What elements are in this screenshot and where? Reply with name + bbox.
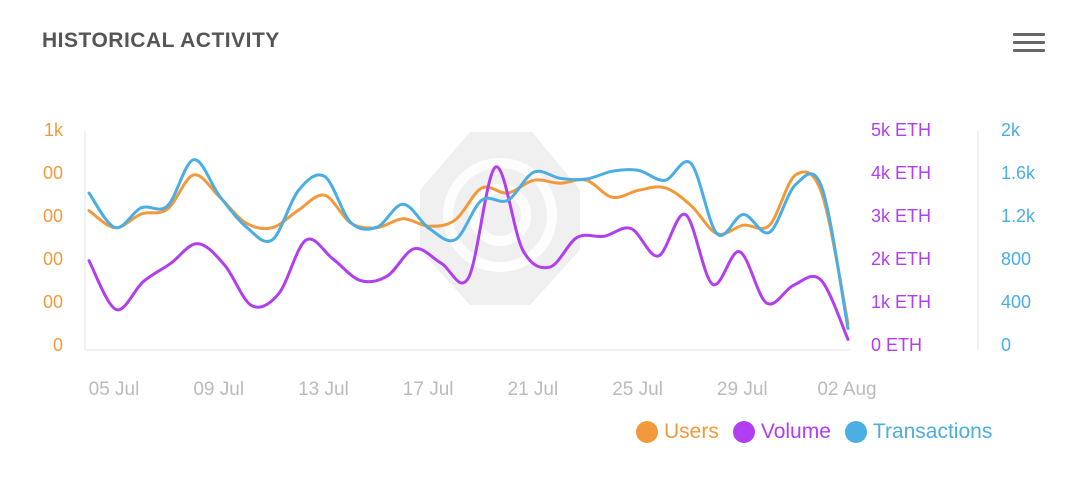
hamburger-menu-icon[interactable] bbox=[1013, 31, 1045, 55]
menu-bar bbox=[1013, 49, 1045, 52]
x-tick-label: 02 Aug bbox=[817, 379, 876, 400]
y-tick-label-transactions: 1.6k bbox=[1001, 163, 1036, 183]
x-tick-label: 29 Jul bbox=[717, 379, 768, 400]
y-tick-label-users: 00 bbox=[43, 249, 63, 269]
legend-dot-users bbox=[636, 421, 658, 443]
y-tick-label-volume: 2k ETH bbox=[871, 249, 931, 269]
legend-label-users: Users bbox=[664, 420, 719, 443]
series-line-transactions[interactable] bbox=[87, 158, 850, 331]
y-tick-label-users: 0 bbox=[53, 335, 63, 355]
legend-item-users[interactable]: Users bbox=[636, 420, 719, 444]
y-tick-label-volume: 3k ETH bbox=[871, 206, 931, 226]
x-tick-label: 05 Jul bbox=[89, 379, 140, 400]
legend-item-transactions[interactable]: Transactions bbox=[844, 420, 993, 444]
x-tick-label: 25 Jul bbox=[612, 379, 663, 400]
legend-item-volume[interactable]: Volume bbox=[732, 420, 831, 444]
y-tick-label-transactions: 0 bbox=[1001, 335, 1011, 355]
legend-dot-transactions bbox=[844, 421, 867, 443]
y-tick-label-transactions: 1.2k bbox=[1001, 206, 1036, 226]
x-tick-label: 21 Jul bbox=[508, 379, 559, 400]
y-tick-label-users: 00 bbox=[43, 206, 63, 226]
series-line-volume[interactable] bbox=[87, 165, 850, 341]
y-tick-label-users: 1k bbox=[44, 120, 64, 140]
y-tick-label-users: 00 bbox=[43, 292, 63, 312]
y-tick-label-transactions: 400 bbox=[1001, 292, 1031, 312]
x-tick-label: 17 Jul bbox=[403, 379, 454, 400]
y-tick-label-volume: 4k ETH bbox=[871, 163, 931, 183]
y-tick-label-volume: 5k ETH bbox=[871, 120, 931, 140]
y-tick-label-volume: 0 ETH bbox=[871, 335, 922, 355]
y-tick-label-volume: 1k ETH bbox=[871, 292, 931, 312]
y-tick-label-transactions: 2k bbox=[1001, 120, 1021, 140]
legend-label-transactions: Transactions bbox=[872, 420, 993, 443]
y-tick-label-users: 00 bbox=[43, 163, 63, 183]
chart-title: HISTORICAL ACTIVITY bbox=[42, 29, 280, 52]
watermark-rings bbox=[443, 158, 557, 272]
legend-dot-volume bbox=[732, 421, 755, 443]
x-tick-label: 13 Jul bbox=[298, 379, 349, 400]
legend-label-volume: Volume bbox=[760, 420, 831, 443]
x-tick-label: 09 Jul bbox=[193, 379, 244, 400]
menu-bar bbox=[1013, 41, 1045, 44]
chart-legend: Users Volume Transactions bbox=[636, 418, 992, 446]
y-tick-label-transactions: 800 bbox=[1001, 249, 1031, 269]
menu-bar bbox=[1013, 33, 1045, 36]
